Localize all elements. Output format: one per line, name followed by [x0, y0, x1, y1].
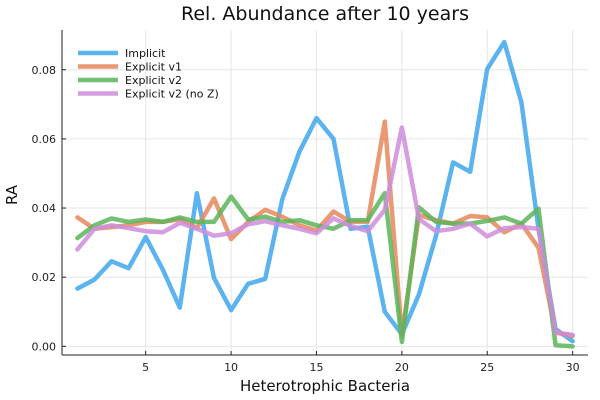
y-tick-label: 0.04	[32, 202, 57, 215]
x-ticks: 5 10 15 20 25 30	[142, 351, 580, 374]
legend-label-implicit: Implicit	[125, 47, 166, 60]
series-line-implicit	[75, 39, 575, 344]
legend-label-explicit-v1: Explicit v1	[125, 61, 182, 74]
x-tick-label: 30	[566, 361, 580, 374]
series-lines	[75, 39, 575, 349]
legend-label-explicit-v2: Explicit v2	[125, 74, 182, 87]
y-axis-title: RA	[3, 184, 21, 205]
y-tick-label: 0.06	[32, 133, 57, 146]
x-tick-label: 25	[480, 361, 494, 374]
y-ticks: 0.00 0.02 0.04 0.06 0.08	[32, 64, 66, 353]
x-tick-label: 5	[142, 361, 149, 374]
y-tick-label: 0.08	[32, 64, 57, 77]
series-line-explicit-v2-no-z	[75, 125, 575, 338]
axes	[61, 30, 588, 356]
x-tick-label: 15	[309, 361, 323, 374]
grid	[62, 30, 588, 355]
legend-label-explicit-v2-no-z: Explicit v2 (no Z)	[125, 88, 219, 101]
chart-title: Rel. Abundance after 10 years	[181, 3, 469, 25]
x-tick-label: 10	[224, 361, 238, 374]
x-axis-title: Heterotrophic Bacteria	[240, 377, 410, 395]
y-tick-label: 0.02	[32, 271, 57, 284]
y-tick-label: 0.00	[32, 340, 57, 353]
x-tick-label: 20	[395, 361, 409, 374]
